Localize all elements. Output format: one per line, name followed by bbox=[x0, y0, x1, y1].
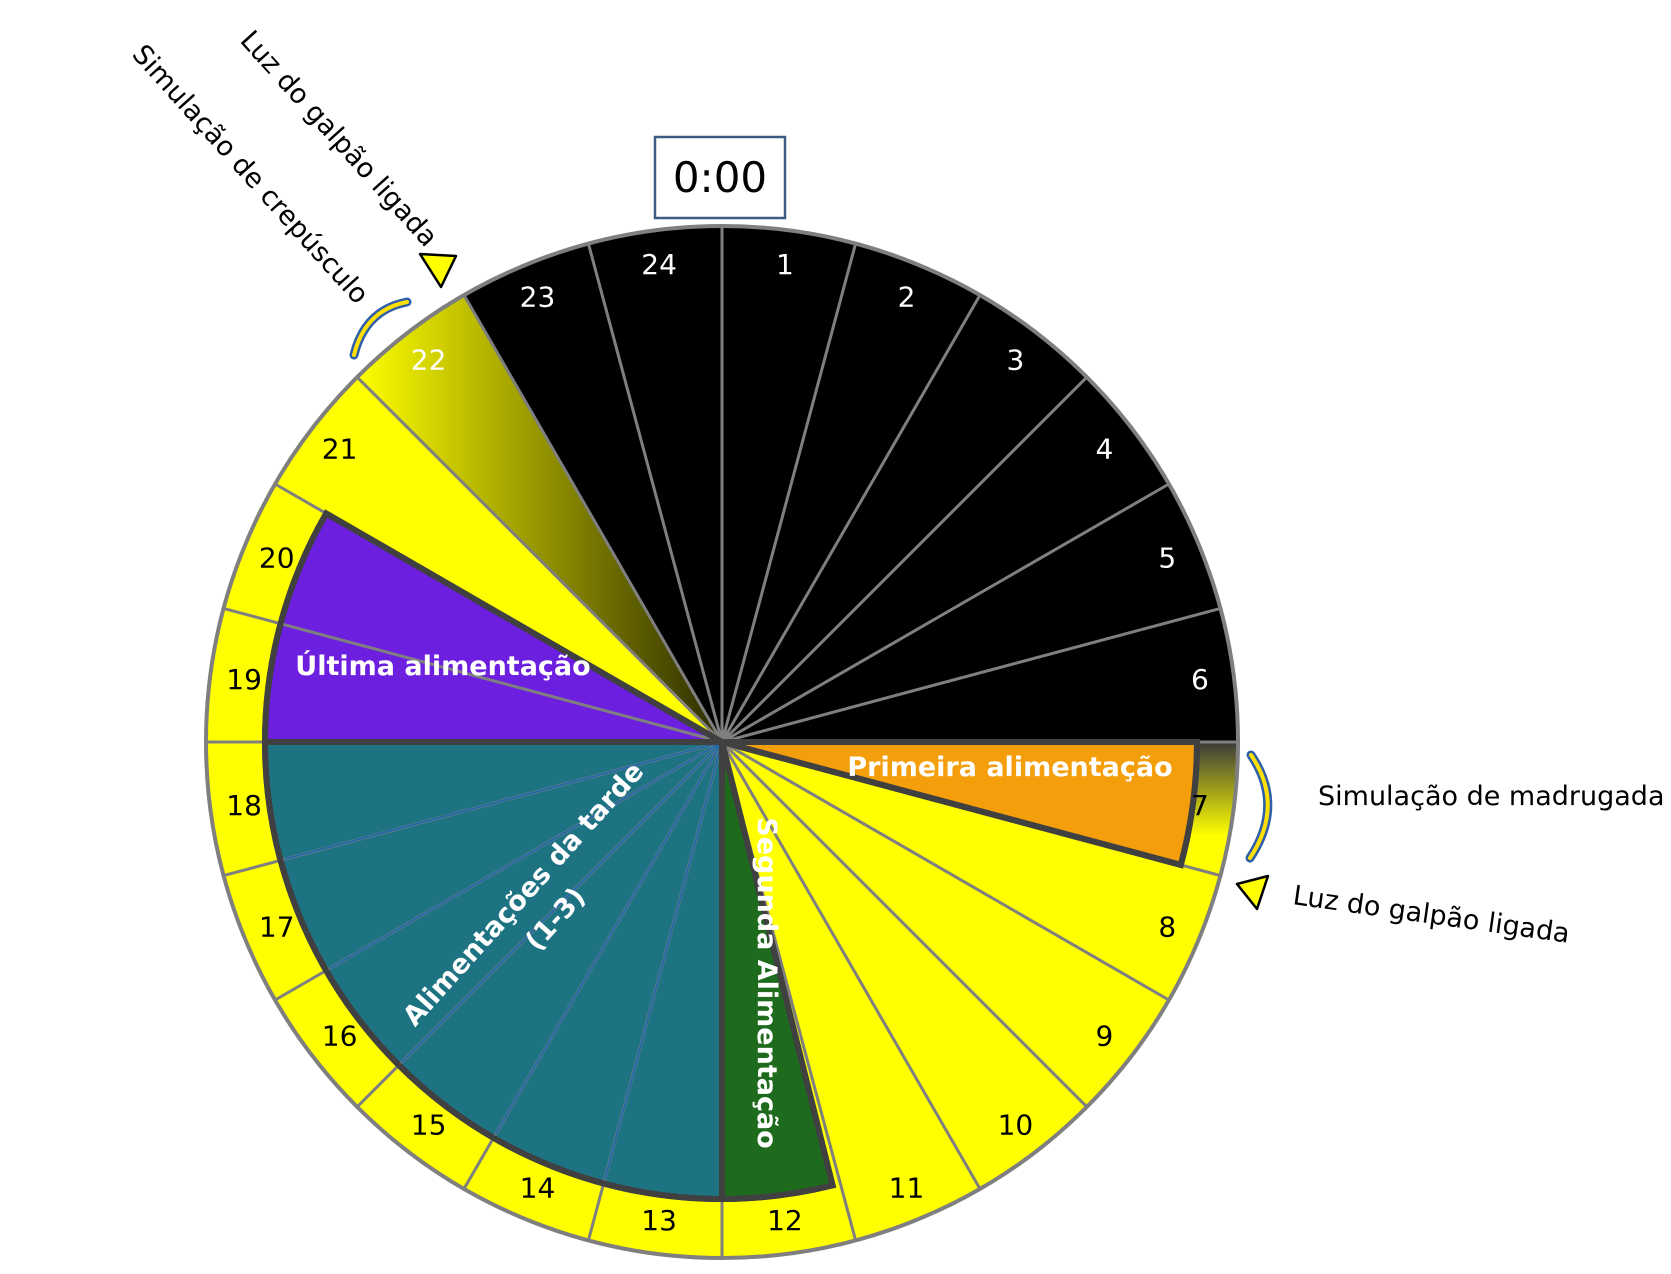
first-feeding-wedge-outline bbox=[721, 739, 1201, 869]
hour-divider bbox=[720, 294, 982, 743]
hour-label-8: 8 bbox=[1158, 911, 1176, 944]
last-feeding-wedge-outline bbox=[261, 509, 734, 745]
afternoon-divider bbox=[603, 741, 723, 1180]
second-feeding-label: Segunda Alimentação bbox=[751, 817, 782, 1148]
hour-label-14: 14 bbox=[520, 1171, 556, 1204]
hour-label-11: 11 bbox=[889, 1171, 925, 1204]
hour-sector-11 bbox=[722, 742, 980, 1241]
hour-divider bbox=[721, 740, 1170, 1002]
hour-label-16: 16 bbox=[322, 1019, 358, 1052]
afternoon-divider bbox=[329, 741, 723, 970]
dawn-simulation-label: Simulação de madrugada bbox=[1318, 781, 1665, 812]
afternoon-divider bbox=[284, 741, 723, 861]
hour-label-15: 15 bbox=[411, 1108, 447, 1141]
hour-sector-4 bbox=[722, 377, 1169, 742]
hour-label-10: 10 bbox=[998, 1108, 1034, 1141]
hour-label-1: 1 bbox=[776, 248, 794, 281]
hour-label-17: 17 bbox=[259, 911, 295, 944]
clock-outer-ring bbox=[204, 224, 1240, 1260]
hour-label-12: 12 bbox=[767, 1204, 803, 1237]
hour-label-19: 19 bbox=[226, 663, 262, 696]
hour-divider bbox=[720, 243, 858, 743]
hour-label-3: 3 bbox=[1006, 344, 1024, 377]
dawn-simulation-arc-fill bbox=[1248, 753, 1270, 860]
hour-label-2: 2 bbox=[898, 281, 916, 314]
hour-label-20: 20 bbox=[259, 542, 295, 575]
dusk-light-on-marker-icon bbox=[418, 252, 458, 289]
hour-divider bbox=[720, 376, 1088, 744]
hour-sector-22 bbox=[357, 295, 722, 742]
hour-divider bbox=[721, 606, 1221, 744]
hour-sector-9 bbox=[722, 742, 1169, 1107]
hour-sector-8 bbox=[722, 742, 1221, 1000]
time-box bbox=[653, 135, 787, 220]
time-label: 0:00 bbox=[673, 153, 767, 202]
hour-sector-2 bbox=[722, 243, 980, 742]
hour-sector-10 bbox=[722, 742, 1087, 1189]
afternoon-divider bbox=[494, 741, 723, 1135]
hour-label-24: 24 bbox=[641, 248, 677, 281]
hour-divider bbox=[720, 741, 982, 1190]
first-feeding-label: Primeira alimentação bbox=[847, 752, 1172, 783]
hour-sector-3 bbox=[722, 295, 1087, 742]
hour-label-5: 5 bbox=[1158, 542, 1176, 575]
last-feeding-label: Última alimentação bbox=[295, 650, 590, 682]
hour-label-23: 23 bbox=[520, 281, 556, 314]
hour-label-13: 13 bbox=[641, 1204, 677, 1237]
dawn-light-on-label: Luz do galpão ligada bbox=[1291, 880, 1572, 950]
hour-sector-5 bbox=[722, 484, 1221, 742]
dusk-simulation-label: Simulação de crepúsculo bbox=[126, 39, 375, 310]
hour-label-18: 18 bbox=[226, 789, 262, 822]
hour-label-21: 21 bbox=[322, 433, 358, 466]
hour-label-6: 6 bbox=[1191, 663, 1209, 696]
hour-label-7: 7 bbox=[1191, 789, 1209, 822]
dusk-simulation-arc-fill bbox=[352, 300, 409, 357]
hour-divider bbox=[462, 294, 724, 743]
hour-divider bbox=[356, 376, 724, 744]
hour-label-22: 22 bbox=[411, 344, 447, 377]
afternoon-feeding-wedge-outline bbox=[261, 739, 725, 1203]
dawn-light-on-marker-icon bbox=[1235, 874, 1270, 911]
hour-divider bbox=[586, 243, 724, 743]
hour-divider bbox=[223, 606, 723, 744]
hour-sector-23 bbox=[464, 243, 722, 742]
hour-label-9: 9 bbox=[1095, 1019, 1113, 1052]
hour-divider bbox=[721, 482, 1170, 744]
dusk-light-on-label: Luz do galpão ligada bbox=[234, 25, 444, 253]
hour-dividers bbox=[204, 224, 1240, 1260]
hour-label-4: 4 bbox=[1095, 433, 1113, 466]
afternoon-divider bbox=[400, 741, 723, 1064]
hour-sector-21 bbox=[275, 377, 722, 742]
hour-divider bbox=[720, 740, 1088, 1108]
